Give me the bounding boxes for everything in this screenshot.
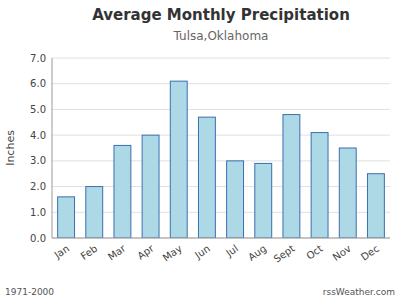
x-tick-label: Sept — [272, 243, 297, 265]
bar — [58, 197, 75, 238]
y-tick-label: 6.0 — [30, 78, 46, 89]
subtitle: Tulsa,Oklahoma — [173, 29, 269, 43]
x-tick-label: Nov — [331, 243, 353, 263]
bar — [198, 117, 215, 238]
x-tick-label: Dec — [359, 243, 381, 263]
grid-line — [52, 109, 390, 110]
y-tick-label: 5.0 — [30, 104, 46, 115]
y-axis-label: Inches — [4, 130, 17, 166]
x-axis-line — [52, 238, 390, 239]
x-tick-label: Jan — [51, 243, 71, 261]
grid-line — [52, 135, 390, 136]
y-tick-label: 0.0 — [30, 233, 46, 244]
bar — [255, 163, 272, 238]
y-tick-label: 7.0 — [30, 53, 46, 64]
y-tick-label: 1.0 — [30, 207, 46, 218]
bar — [142, 135, 159, 238]
bar — [170, 81, 187, 238]
y-axis-line — [52, 58, 53, 238]
grid-line — [52, 238, 390, 239]
y-tick-label: 4.0 — [30, 130, 46, 141]
bar — [86, 187, 103, 238]
x-tick-label: Apr — [135, 242, 156, 261]
y-tick-label: 3.0 — [30, 155, 46, 166]
y-tick-label: 2.0 — [30, 181, 46, 192]
bar — [283, 115, 300, 238]
bar — [311, 133, 328, 238]
bar — [227, 161, 244, 238]
grid-line — [52, 83, 390, 84]
x-tick-label: Jun — [192, 243, 212, 262]
x-tick-label: Oct — [304, 243, 325, 262]
footer-note: 1971-2000 — [5, 287, 54, 297]
bars — [58, 81, 385, 238]
bar — [367, 174, 384, 238]
x-tick-label: May — [161, 243, 184, 264]
x-tick-label: Mar — [106, 242, 128, 262]
chart: Average Monthly Precipitation Tulsa,Oklah… — [0, 0, 400, 300]
page: {"chart_data": {"type": "bar", "title": … — [0, 0, 400, 300]
footer-note: rssWeather.com — [323, 287, 395, 297]
grid — [52, 58, 390, 238]
grid-line — [52, 58, 390, 59]
x-tick-label: Aug — [246, 243, 268, 263]
title: Average Monthly Precipitation — [92, 6, 350, 24]
bar — [114, 145, 131, 238]
x-tick-label: Jul — [223, 243, 240, 260]
bar — [339, 148, 356, 238]
x-tick-label: Feb — [79, 243, 100, 262]
